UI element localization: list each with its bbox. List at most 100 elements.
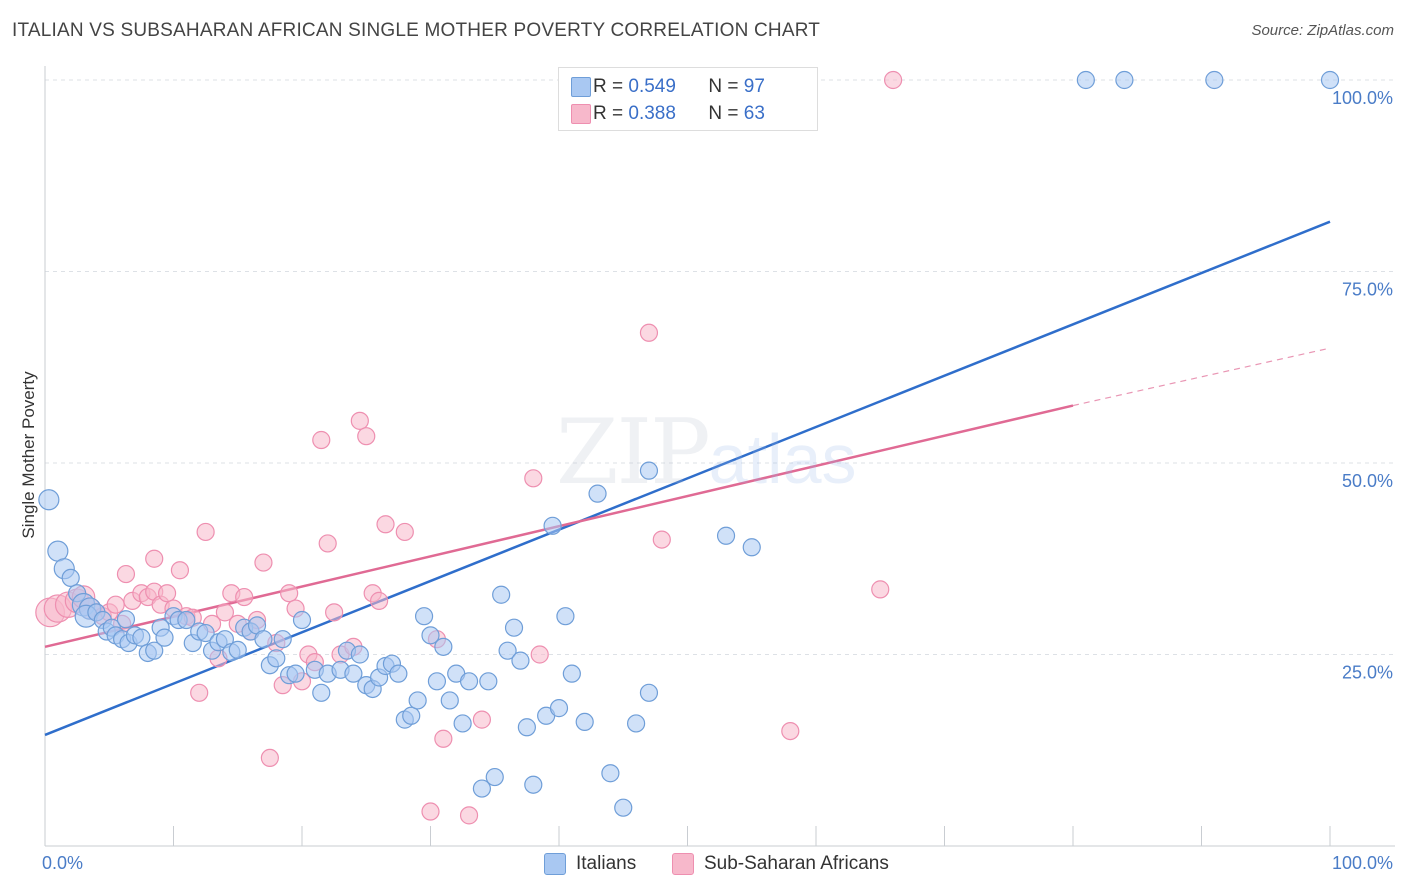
italians-point bbox=[524, 775, 543, 794]
africans-point bbox=[280, 584, 299, 603]
bottom-legend-label-italians: Italians bbox=[576, 853, 637, 874]
africans-point bbox=[370, 591, 389, 610]
italians-point bbox=[543, 516, 562, 535]
italians-point bbox=[440, 691, 459, 710]
italians-point bbox=[228, 640, 247, 660]
africans-point bbox=[215, 603, 234, 622]
italians-point bbox=[312, 683, 331, 702]
italians-point bbox=[145, 641, 164, 660]
africans-point bbox=[260, 748, 279, 768]
italians-point bbox=[402, 706, 421, 725]
italians-point bbox=[1205, 70, 1224, 90]
africans-point bbox=[524, 469, 543, 488]
italians-point bbox=[472, 779, 491, 798]
italians-point bbox=[716, 526, 736, 545]
italians-point bbox=[601, 764, 620, 783]
africans-point bbox=[395, 522, 414, 542]
legend-swatch-italians bbox=[571, 77, 591, 97]
italians-point bbox=[434, 637, 453, 656]
italians-point bbox=[47, 540, 69, 562]
x-tick-label: 100.0% bbox=[1332, 853, 1393, 873]
italians-point bbox=[485, 767, 504, 787]
bottom-legend-swatch-italians bbox=[544, 853, 566, 875]
italians-point bbox=[498, 641, 517, 660]
chart-source: Source: ZipAtlas.com bbox=[1251, 22, 1394, 39]
africans-point bbox=[350, 411, 369, 430]
italians-point bbox=[1076, 70, 1095, 90]
bottom-legend-label-africans: Sub-Saharan Africans bbox=[704, 853, 889, 874]
africans-point bbox=[235, 587, 254, 607]
italians-point bbox=[132, 628, 151, 647]
africans-point bbox=[106, 595, 125, 614]
legend-n-label: N = bbox=[708, 103, 744, 124]
africans-point bbox=[472, 710, 491, 729]
africans-point bbox=[434, 729, 453, 748]
legend-swatch-africans bbox=[571, 104, 591, 124]
italians-point bbox=[196, 623, 215, 643]
africans-point bbox=[652, 530, 671, 549]
africans-point bbox=[421, 802, 440, 821]
italians-point bbox=[504, 618, 524, 637]
italians-point bbox=[273, 630, 292, 649]
bottom-legend-africans: Sub-Saharan Africans bbox=[672, 851, 889, 877]
africans-point bbox=[116, 564, 136, 584]
grid-lines bbox=[45, 79, 1395, 655]
italians-point bbox=[350, 645, 369, 664]
africans-point bbox=[196, 522, 215, 542]
italians-point bbox=[177, 610, 196, 630]
y-tick-label: 100.0% bbox=[1332, 88, 1393, 108]
africans-point bbox=[883, 70, 903, 90]
africans-point bbox=[157, 584, 177, 603]
italians-point bbox=[389, 664, 408, 683]
legend-r-label: R = bbox=[593, 103, 629, 124]
italians-trend-line bbox=[44, 220, 1331, 737]
y-tick-label: 75.0% bbox=[1342, 280, 1393, 300]
italians-point bbox=[267, 649, 286, 668]
africans-point bbox=[357, 427, 376, 446]
africans-point bbox=[376, 515, 395, 534]
africans-point bbox=[318, 534, 337, 553]
africans-point bbox=[254, 553, 273, 572]
bottom-legend-swatch-africans bbox=[672, 853, 694, 875]
italians-point bbox=[511, 651, 530, 670]
y-tick-label: 50.0% bbox=[1342, 471, 1393, 491]
italians-point bbox=[588, 484, 607, 503]
legend-row-africans: R = 0.388 N = 63 bbox=[571, 101, 765, 127]
italians-point bbox=[286, 664, 305, 683]
italians-point bbox=[61, 568, 80, 588]
axes bbox=[44, 66, 1395, 847]
italians-point bbox=[492, 585, 511, 604]
italians-point bbox=[517, 718, 536, 737]
tick-labels: 25.0% 50.0% 75.0% 100.0% 0.0% 100.0% bbox=[42, 88, 1393, 873]
italians-point bbox=[575, 712, 594, 732]
africans-point bbox=[325, 603, 344, 622]
y-axis-label: Single Mother Poverty bbox=[19, 371, 38, 539]
africans-point bbox=[781, 721, 800, 741]
italians-point bbox=[614, 798, 633, 817]
italians-point bbox=[639, 461, 659, 480]
italians-point bbox=[116, 610, 136, 629]
italians-point bbox=[742, 538, 761, 557]
legend-r-value: 0.549 bbox=[628, 76, 676, 97]
legend-r-label: R = bbox=[593, 76, 629, 97]
africans-point bbox=[312, 430, 331, 450]
italians-point bbox=[414, 607, 434, 626]
italians-point bbox=[1320, 70, 1340, 90]
legend-r-value: 0.388 bbox=[628, 103, 676, 124]
italians-point bbox=[453, 714, 472, 733]
italians-point bbox=[344, 664, 363, 683]
x-tick-label: 0.0% bbox=[42, 853, 83, 873]
africans-trend-extension bbox=[1072, 347, 1331, 407]
italians-point bbox=[38, 489, 60, 511]
italians-point bbox=[408, 691, 427, 710]
italians-point bbox=[254, 630, 273, 649]
italians-point bbox=[459, 672, 479, 691]
italians-point bbox=[1115, 70, 1134, 90]
africans-point bbox=[639, 323, 659, 342]
africans-point bbox=[170, 561, 190, 580]
legend-n-value: 97 bbox=[743, 76, 765, 97]
italians-point bbox=[155, 628, 174, 647]
bottom-legend-italians: Italians bbox=[544, 851, 636, 877]
legend-n-value: 63 bbox=[743, 103, 765, 124]
